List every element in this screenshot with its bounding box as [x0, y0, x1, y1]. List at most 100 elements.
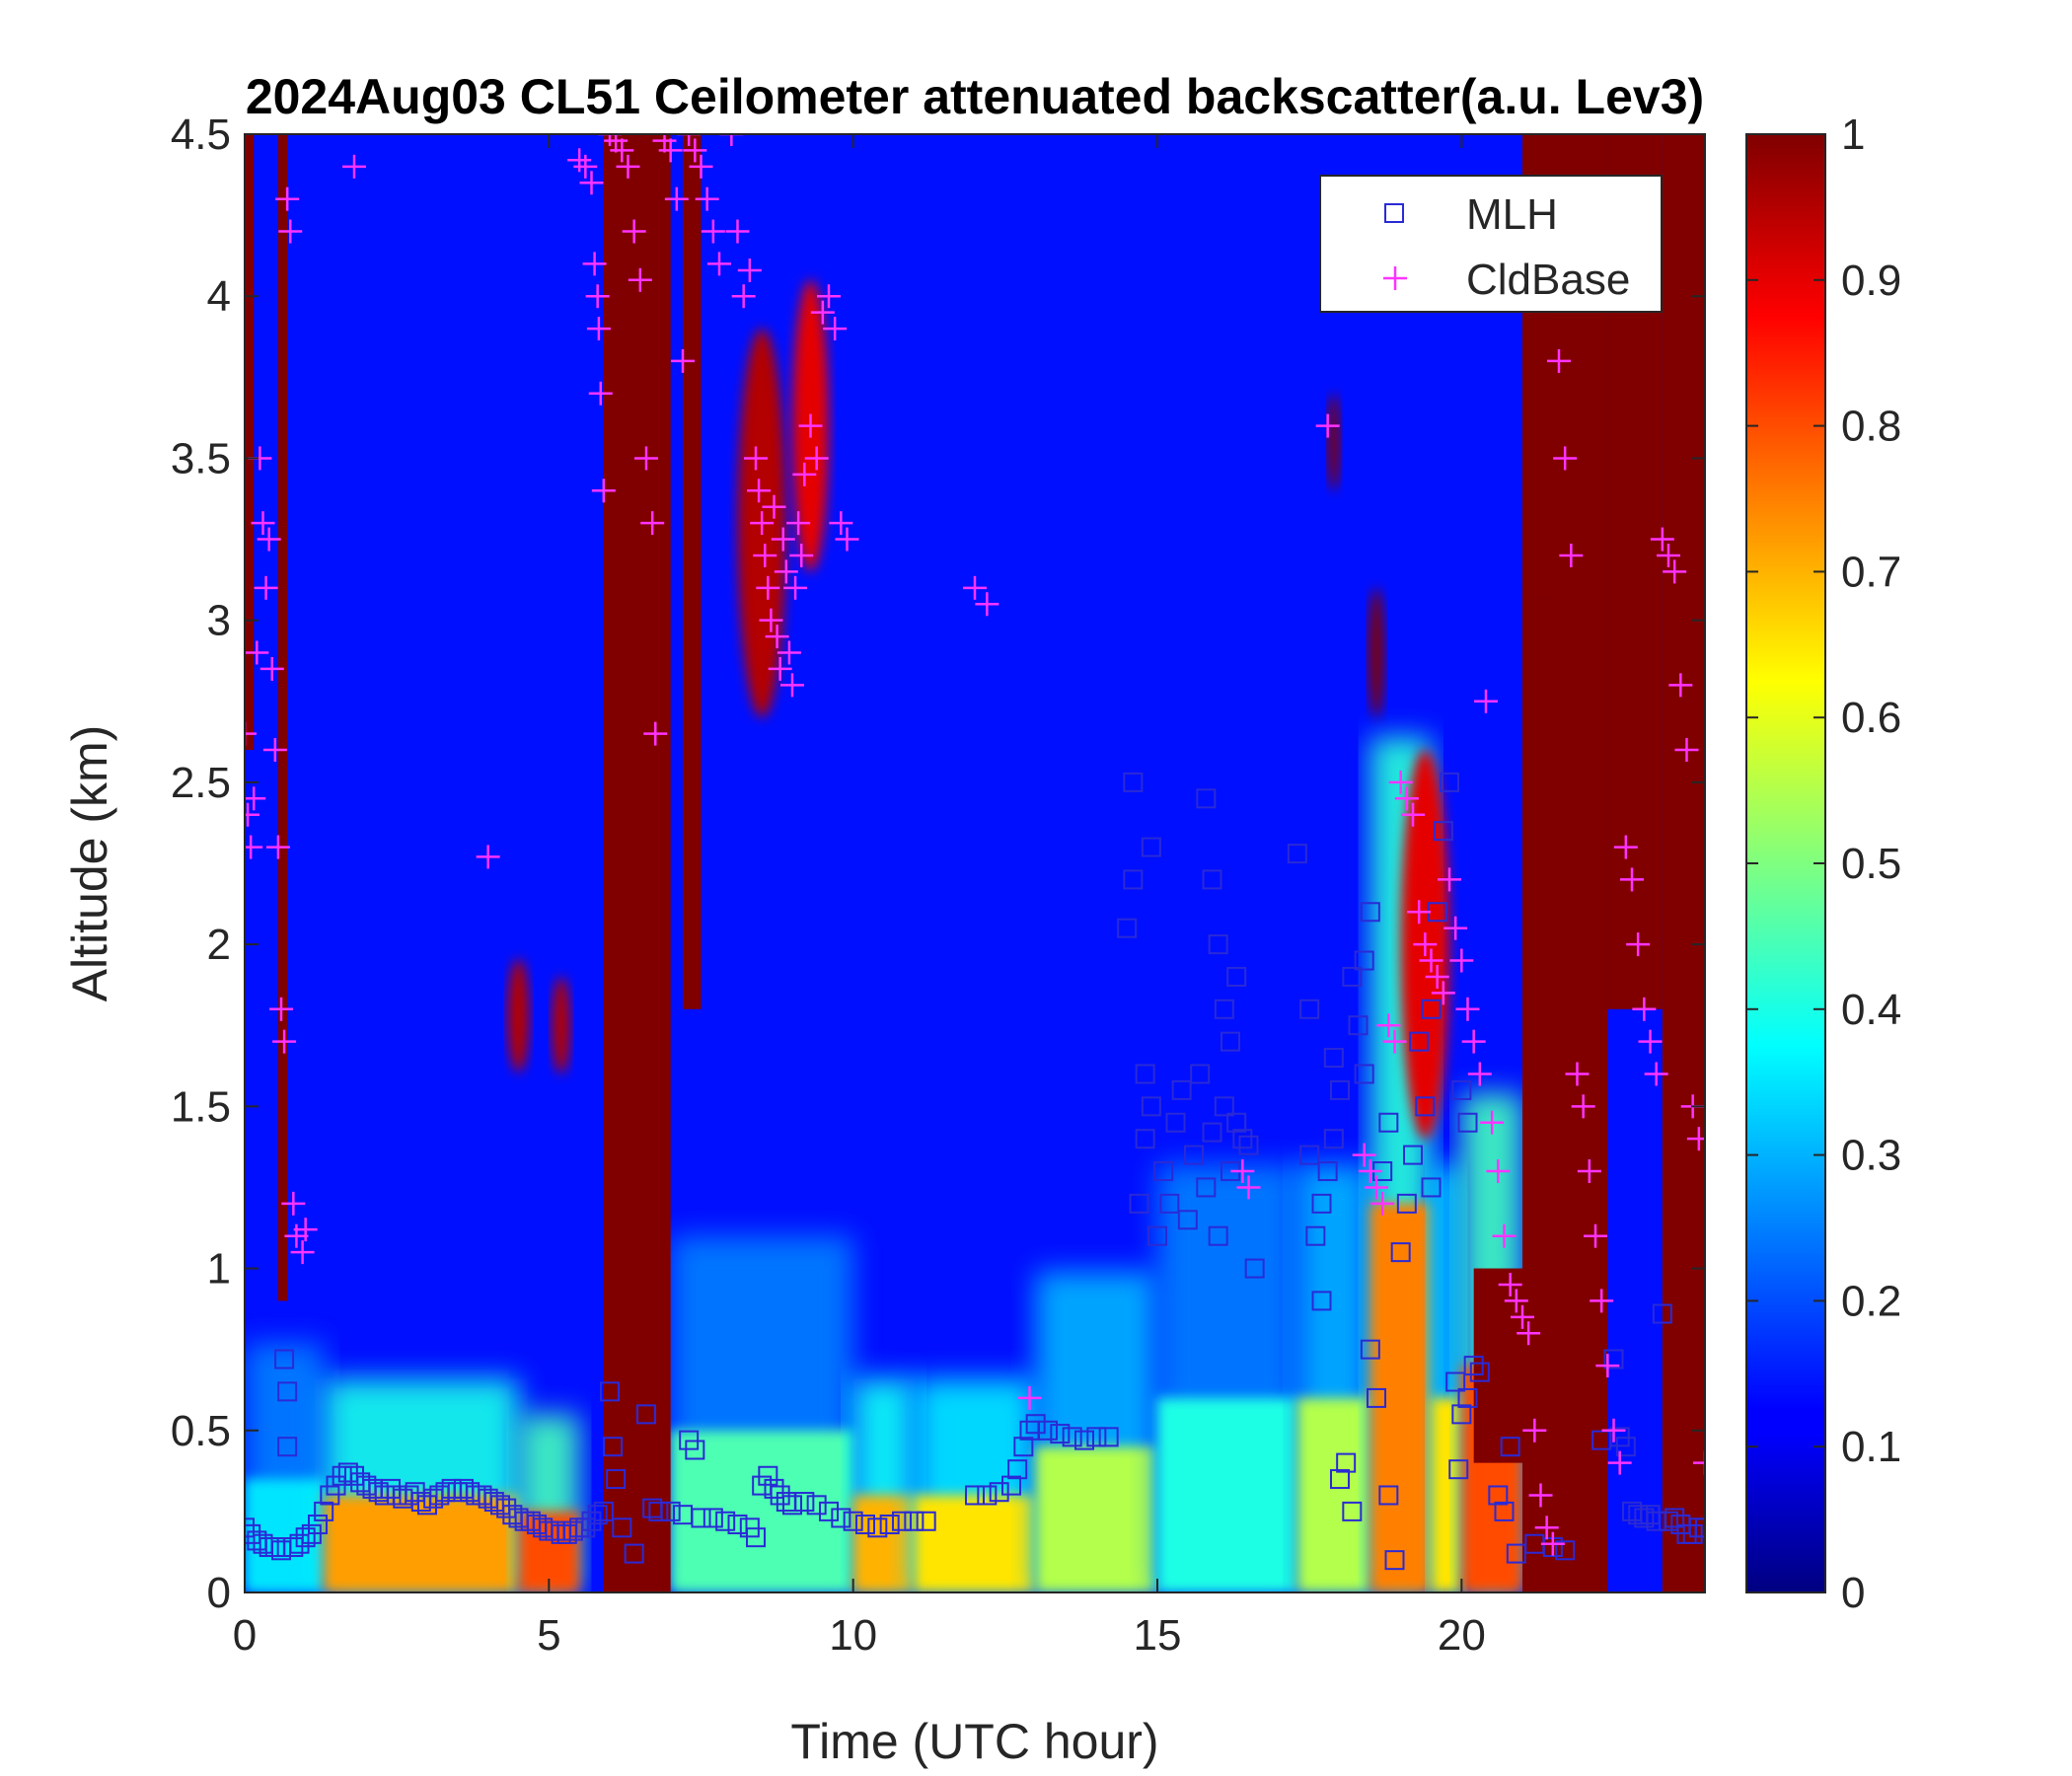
- y-tick-label: 2.5: [171, 759, 231, 807]
- cldbase-point: [251, 511, 275, 536]
- cldbase-point: [1401, 802, 1425, 827]
- cldbase-point: [1607, 1450, 1632, 1475]
- cldbase-point: [1547, 348, 1571, 373]
- legend-cldbase-marker: [1383, 266, 1407, 290]
- cldbase-point: [725, 219, 750, 244]
- cldbase-point: [1480, 1110, 1505, 1135]
- mlh-point: [1457, 1387, 1478, 1408]
- cldbase-point: [1674, 738, 1699, 763]
- cldbase-point: [254, 575, 278, 600]
- y-axis-label: Altitude (km): [62, 725, 117, 1002]
- mlh-point: [1390, 1242, 1411, 1263]
- cloud-column: [683, 134, 702, 1009]
- cldbase-point: [604, 134, 629, 153]
- colorbar-tick-label: 0.4: [1841, 986, 1901, 1034]
- cldbase-point: [1443, 916, 1468, 940]
- mlh-point: [1457, 1112, 1478, 1133]
- colorbar-tick-label: 0.2: [1841, 1277, 1901, 1325]
- cloud-column: [245, 134, 255, 751]
- cldbase-point: [1644, 1062, 1668, 1086]
- colorbar-tick-label: 0.7: [1841, 548, 1901, 596]
- cldbase-point: [963, 575, 987, 600]
- cldbase-point: [1352, 1143, 1376, 1167]
- mlh-point: [308, 1515, 328, 1535]
- cldbase-point: [579, 171, 604, 195]
- mlh-point: [1396, 1193, 1417, 1214]
- mlh-point: [1141, 837, 1161, 857]
- mlh-point: [1196, 788, 1217, 809]
- surface-layer: [852, 1495, 915, 1592]
- mlh-point: [855, 1515, 875, 1535]
- colorbar-tick-label: 0.9: [1841, 257, 1901, 305]
- mlh-point: [483, 1492, 504, 1513]
- mlh-point: [1202, 1122, 1222, 1143]
- mlh-point: [1415, 1096, 1436, 1117]
- cldbase-point: [1626, 932, 1651, 957]
- cldbase-markers: [245, 134, 1705, 1556]
- mlh-point: [1129, 1193, 1149, 1214]
- mlh-point: [1135, 1129, 1155, 1149]
- mlh-point: [1299, 1145, 1320, 1165]
- mlh-point: [715, 1511, 736, 1531]
- legend-mlh-marker: [1384, 203, 1404, 223]
- cldbase-point: [671, 348, 695, 373]
- mlh-point: [1038, 1420, 1058, 1441]
- mlh-point: [916, 1511, 936, 1531]
- cldbase-point: [275, 186, 300, 211]
- mlh-point: [1208, 1225, 1228, 1246]
- cldbase-point: [753, 543, 777, 567]
- cldbase-point: [245, 835, 263, 859]
- mlh-point: [977, 1485, 998, 1506]
- colorbar-tick-label: 0.3: [1841, 1132, 1901, 1180]
- cldbase-point: [762, 494, 786, 519]
- cldbase-point: [1632, 997, 1657, 1021]
- mlh-point: [1305, 1225, 1326, 1246]
- x-tick-label: 10: [829, 1611, 877, 1660]
- cldbase-point: [798, 413, 823, 438]
- cldbase-point: [664, 186, 689, 211]
- y-tick-label: 3: [207, 597, 231, 645]
- mlh-point: [1214, 1096, 1234, 1117]
- mlh-point: [843, 1511, 863, 1531]
- cldbase-point: [1365, 1175, 1388, 1200]
- legend-cldbase-label: CldBase: [1466, 256, 1630, 304]
- mlh-point: [1421, 1177, 1442, 1198]
- cldbase-point: [1686, 1127, 1705, 1151]
- cldbase-point: [1449, 948, 1474, 973]
- surface-layer: [1296, 1397, 1370, 1592]
- cldbase-point: [1595, 1354, 1620, 1378]
- cldbase-point: [1638, 1029, 1663, 1054]
- cldbase-point: [1553, 446, 1578, 471]
- cldbase-point: [586, 317, 611, 341]
- cldbase-point: [591, 479, 616, 503]
- cldbase-point: [1571, 1094, 1595, 1119]
- surface-layer: [1431, 1397, 1462, 1592]
- mlh-point: [1311, 1291, 1332, 1311]
- mlh-point: [1342, 1501, 1363, 1521]
- mlh-point: [1378, 1485, 1399, 1506]
- y-tick-label: 4.5: [171, 111, 231, 159]
- mlh-point: [764, 1478, 784, 1499]
- cloud-column: [277, 134, 288, 1301]
- cldbase-point: [759, 608, 783, 632]
- cloud-patch: [1528, 329, 1553, 588]
- cldbase-point: [342, 154, 366, 179]
- cldbase-point: [771, 527, 795, 552]
- cldbase-point: [573, 154, 598, 179]
- cldbase-point: [476, 845, 500, 869]
- mlh-point: [892, 1511, 912, 1531]
- x-tick-label: 5: [537, 1611, 560, 1660]
- cldbase-point: [1492, 1223, 1517, 1248]
- cldbase-point: [1455, 997, 1480, 1021]
- cldbase-point: [707, 252, 731, 276]
- mlh-point: [1050, 1424, 1071, 1444]
- colorbar-tick-label: 0.5: [1841, 840, 1901, 888]
- mlh-point: [575, 1517, 596, 1538]
- mlh-point: [1603, 1349, 1624, 1369]
- cldbase-point: [1425, 964, 1449, 989]
- cldbase-point: [269, 997, 293, 1021]
- mlh-point: [1354, 950, 1374, 971]
- cldbase-point: [1657, 543, 1680, 567]
- mlh-point: [1367, 1387, 1386, 1408]
